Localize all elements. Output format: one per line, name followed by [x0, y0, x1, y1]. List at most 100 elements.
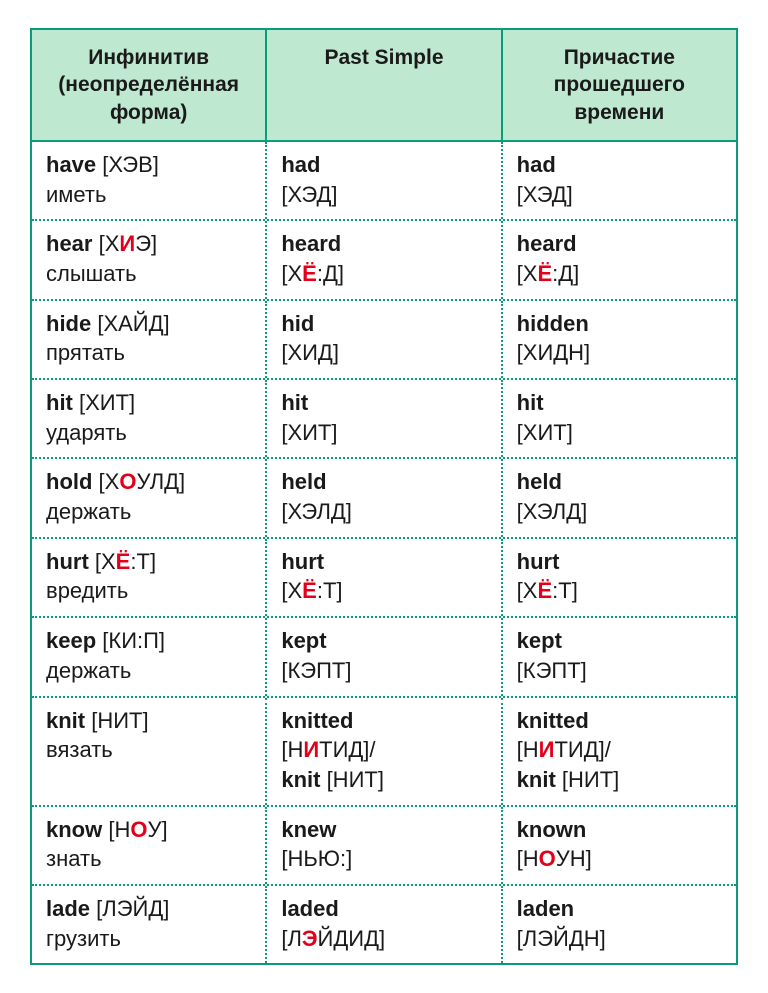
transcription-alt: [НИТ]: [320, 767, 383, 792]
verb-word: hurt: [517, 549, 560, 574]
cell-past-participle: knitted[НИТИД]/knit [НИТ]: [503, 698, 736, 805]
verb-word: known: [517, 817, 587, 842]
translation-ru: ударять: [46, 420, 127, 445]
cell-past-participle: hidden [ХИДН]: [503, 301, 736, 378]
transcription: [ХЭВ]: [96, 152, 159, 177]
verb-word: hear: [46, 231, 92, 256]
verb-word: hurt: [46, 549, 89, 574]
cell-past-simple: laded [ЛЭЙДИД]: [267, 886, 502, 963]
translation-ru: слышать: [46, 261, 137, 286]
transcription: [ХИЭ]: [92, 231, 157, 256]
verb-word-alt: knit: [281, 767, 320, 792]
transcription: [ЛЭЙДИД]: [281, 926, 385, 951]
table-row: hit [ХИТ]ударятьhit[ХИТ]hit[ХИТ]: [32, 378, 736, 457]
cell-past-participle: held [ХЭЛД]: [503, 459, 736, 536]
cell-infinitive: know [НОУ]знать: [32, 807, 267, 884]
translation-ru: знать: [46, 846, 102, 871]
verb-table: Инфинитив (неопреде­лённая форма) Past S…: [30, 28, 738, 965]
verb-word: lade: [46, 896, 90, 921]
table-row: lade [ЛЭЙД]грузить laded [ЛЭЙДИД] laden [ЛЭЙ…: [32, 884, 736, 963]
verb-word: had: [281, 152, 320, 177]
cell-past-simple: hurt[ХЁ:Т]: [267, 539, 502, 616]
table-body: have [ХЭВ] иметь had [ХЭД] had [ХЭД] hear [ХИЭ…: [32, 140, 736, 963]
transcription: [КЭПТ]: [281, 658, 351, 683]
verb-word: keep: [46, 628, 96, 653]
col-header-past-participle: Причастие прошедшего времени: [503, 30, 736, 140]
col-header-infinitive: Инфинитив (неопреде­лённая форма): [32, 30, 267, 140]
transcription: [ХЁ:Д]: [517, 261, 580, 286]
translation-ru: вязать: [46, 737, 113, 762]
verb-word: held: [517, 469, 562, 494]
table-row: have [ХЭВ] иметь had [ХЭД] had [ХЭД]: [32, 140, 736, 219]
transcription: [ХИТ]: [281, 420, 337, 445]
verb-word: know: [46, 817, 102, 842]
transcription: [НОУ]: [102, 817, 167, 842]
translation-ru: прятать: [46, 340, 125, 365]
table-row: hurt [ХЁ:Т]вредитьhurt[ХЁ:Т]hurt[ХЁ:Т]: [32, 537, 736, 616]
cell-infinitive: hide [ХАЙД]прятать: [32, 301, 267, 378]
cell-past-simple: held [ХЭЛД]: [267, 459, 502, 536]
transcription: [ХЭЛД]: [281, 499, 352, 524]
translation-ru: грузить: [46, 926, 121, 951]
transcription: [ХИТ]: [517, 420, 573, 445]
verb-word: heard: [281, 231, 341, 256]
cell-past-participle: hit [ХИТ]: [503, 380, 736, 457]
verb-word: hit: [517, 390, 544, 415]
verb-word: kept: [281, 628, 326, 653]
cell-past-participle: hurt [ХЁ:Т]: [503, 539, 736, 616]
verb-word: hid: [281, 311, 314, 336]
cell-past-participle: kept [КЭПТ]: [503, 618, 736, 695]
cell-infinitive: lade [ЛЭЙД]грузить: [32, 886, 267, 963]
verb-word: heard: [517, 231, 577, 256]
transcription: [ХЭЛД]: [517, 499, 588, 524]
transcription: [КИ:П]: [96, 628, 165, 653]
table-row: hide [ХАЙД]прятатьhid[ХИД]hidden[ХИДН]: [32, 299, 736, 378]
cell-infinitive: knit [НИТ] вязать: [32, 698, 267, 805]
transcription: [ХЭД]: [517, 182, 573, 207]
cell-infinitive: hurt [ХЁ:Т] вредить: [32, 539, 267, 616]
table-header-row: Инфинитив (неопреде­лённая форма) Past S…: [32, 30, 736, 140]
cell-past-simple: hid[ХИД]: [267, 301, 502, 378]
transcription: [ЛЭЙДН]: [517, 926, 606, 951]
cell-infinitive: hit [ХИТ]ударять: [32, 380, 267, 457]
transcription: [ХИДН]: [517, 340, 591, 365]
transcription: [ХАЙД]: [91, 311, 169, 336]
verb-word: hurt: [281, 549, 324, 574]
cell-past-participle: heard [ХЁ:Д]: [503, 221, 736, 298]
translation-ru: держать: [46, 499, 131, 524]
table-row: hold [ХОУЛД]держатьheld[ХЭЛД]held[ХЭЛД]: [32, 457, 736, 536]
verb-word: kept: [517, 628, 562, 653]
translation-ru: держать: [46, 658, 131, 683]
verb-word: knitted: [517, 708, 589, 733]
verb-word: laden: [517, 896, 574, 921]
transcription: [КЭПТ]: [517, 658, 587, 683]
verb-word: knit: [46, 708, 85, 733]
verb-word: had: [517, 152, 556, 177]
cell-past-participle: known[НОУН]: [503, 807, 736, 884]
verb-word: hidden: [517, 311, 589, 336]
translation-ru: иметь: [46, 182, 106, 207]
cell-infinitive: have [ХЭВ] иметь: [32, 142, 267, 219]
transcription: [ХЁ:Д]: [281, 261, 344, 286]
transcription: [ХЭД]: [281, 182, 337, 207]
cell-infinitive: hear [ХИЭ] слышать: [32, 221, 267, 298]
cell-infinitive: keep [КИ:П] держать: [32, 618, 267, 695]
table-row: knit [НИТ] вязать knitted [НИТИД]/ knit [НИТ…: [32, 696, 736, 805]
verb-word: knew: [281, 817, 336, 842]
verb-word: have: [46, 152, 96, 177]
translation-ru: вредить: [46, 578, 128, 603]
verb-word: held: [281, 469, 326, 494]
transcription: [ХЁ:Т]: [517, 578, 578, 603]
verb-word: hit: [281, 390, 308, 415]
transcription: [НИТИД]/: [281, 737, 375, 762]
cell-past-participle: had [ХЭД]: [503, 142, 736, 219]
verb-word: laded: [281, 896, 338, 921]
transcription: [ХЁ:Т]: [89, 549, 156, 574]
transcription: [НИТИД]/: [517, 737, 611, 762]
verb-word-alt: knit: [517, 767, 556, 792]
table-row: know [НОУ]знатьknew[НЬЮ:]known[НОУН]: [32, 805, 736, 884]
transcription: [ХОУЛД]: [92, 469, 185, 494]
cell-past-simple: heard [ХЁ:Д]: [267, 221, 502, 298]
transcription: [НИТ]: [85, 708, 148, 733]
table-row: keep [КИ:П] держать kept [КЭПТ] kept [КЭПТ]: [32, 616, 736, 695]
